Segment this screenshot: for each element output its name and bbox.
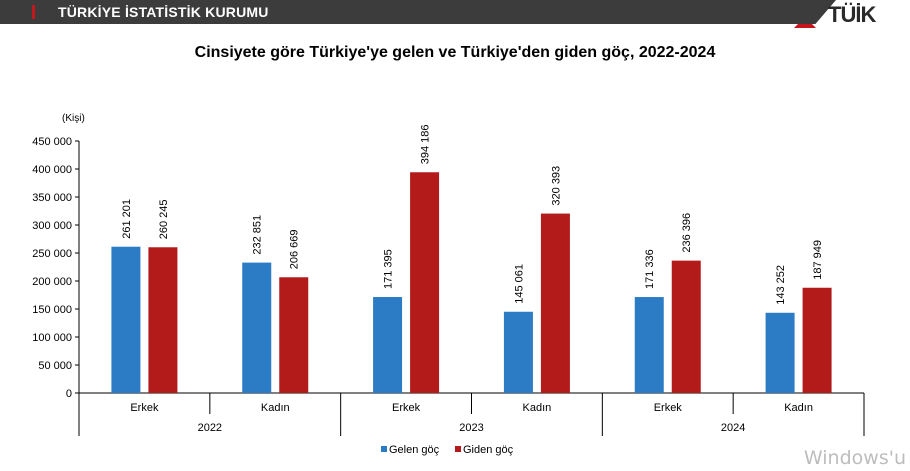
bar-giden [148,247,178,393]
y-tick-label: 100 000 [32,332,72,344]
bar-gelen [111,246,141,393]
x-category-label: Kadın [261,402,290,414]
x-category-label: Erkek [654,402,683,414]
y-tick-label: 350 000 [32,192,72,204]
data-label: 187 949 [812,240,824,280]
header-bar: TÜRKİYE İSTATİSTİK KURUMU [0,0,910,24]
windows-watermark: Windows'u [803,447,906,469]
y-tick-label: 250 000 [32,248,72,260]
y-tick-label: 300 000 [32,220,72,232]
y-tick-label: 0 [66,388,72,400]
bar-gelen [634,297,664,393]
data-label: 171 336 [644,249,656,289]
legend-swatch-giden [455,446,461,452]
y-tick-label: 200 000 [32,276,72,288]
svg-text:TÜİK: TÜİK [828,2,876,27]
x-category-label: Kadın [523,402,552,414]
bar-giden [410,172,440,393]
y-tick-label: 50 000 [38,360,72,372]
org-name: TÜRKİYE İSTATİSTİK KURUMU [58,4,269,20]
bar-gelen [503,311,533,393]
bar-gelen [373,297,403,393]
bar-giden [671,260,701,393]
y-tick-label: 450 000 [32,136,72,148]
data-label: 320 393 [550,166,562,206]
bar-giden [279,277,309,393]
x-category-label: Erkek [130,402,159,414]
y-axis-label: (Kişi) [62,113,85,124]
bar-giden [802,287,832,393]
x-group-label: 2022 [198,422,222,434]
legend-label: Giden göç [463,444,514,456]
data-label: 171 395 [383,249,395,289]
data-label: 206 669 [289,229,301,269]
x-group-label: 2024 [721,422,745,434]
x-category-label: Erkek [392,402,421,414]
legend-swatch-gelen [381,446,387,452]
legend-label: Gelen göç [389,444,440,456]
data-label: 232 851 [252,215,264,255]
data-label: 394 186 [420,124,432,164]
data-label: 145 061 [513,264,525,304]
bar-gelen [242,262,272,393]
chart-title: Cinsiyete göre Türkiye'ye gelen ve Türki… [194,44,716,61]
data-label: 260 245 [158,199,170,239]
data-label: 143 252 [775,265,787,305]
bar-giden [540,213,570,393]
data-label: 236 396 [681,213,693,253]
bar-gelen [765,312,795,393]
x-group-label: 2023 [459,422,483,434]
tuik-logo: TÜİK [790,0,910,28]
y-tick-label: 150 000 [32,304,72,316]
y-tick-label: 400 000 [32,164,72,176]
x-category-label: Kadın [784,402,813,414]
header-accent [32,5,35,19]
data-label: 261 201 [121,199,133,239]
